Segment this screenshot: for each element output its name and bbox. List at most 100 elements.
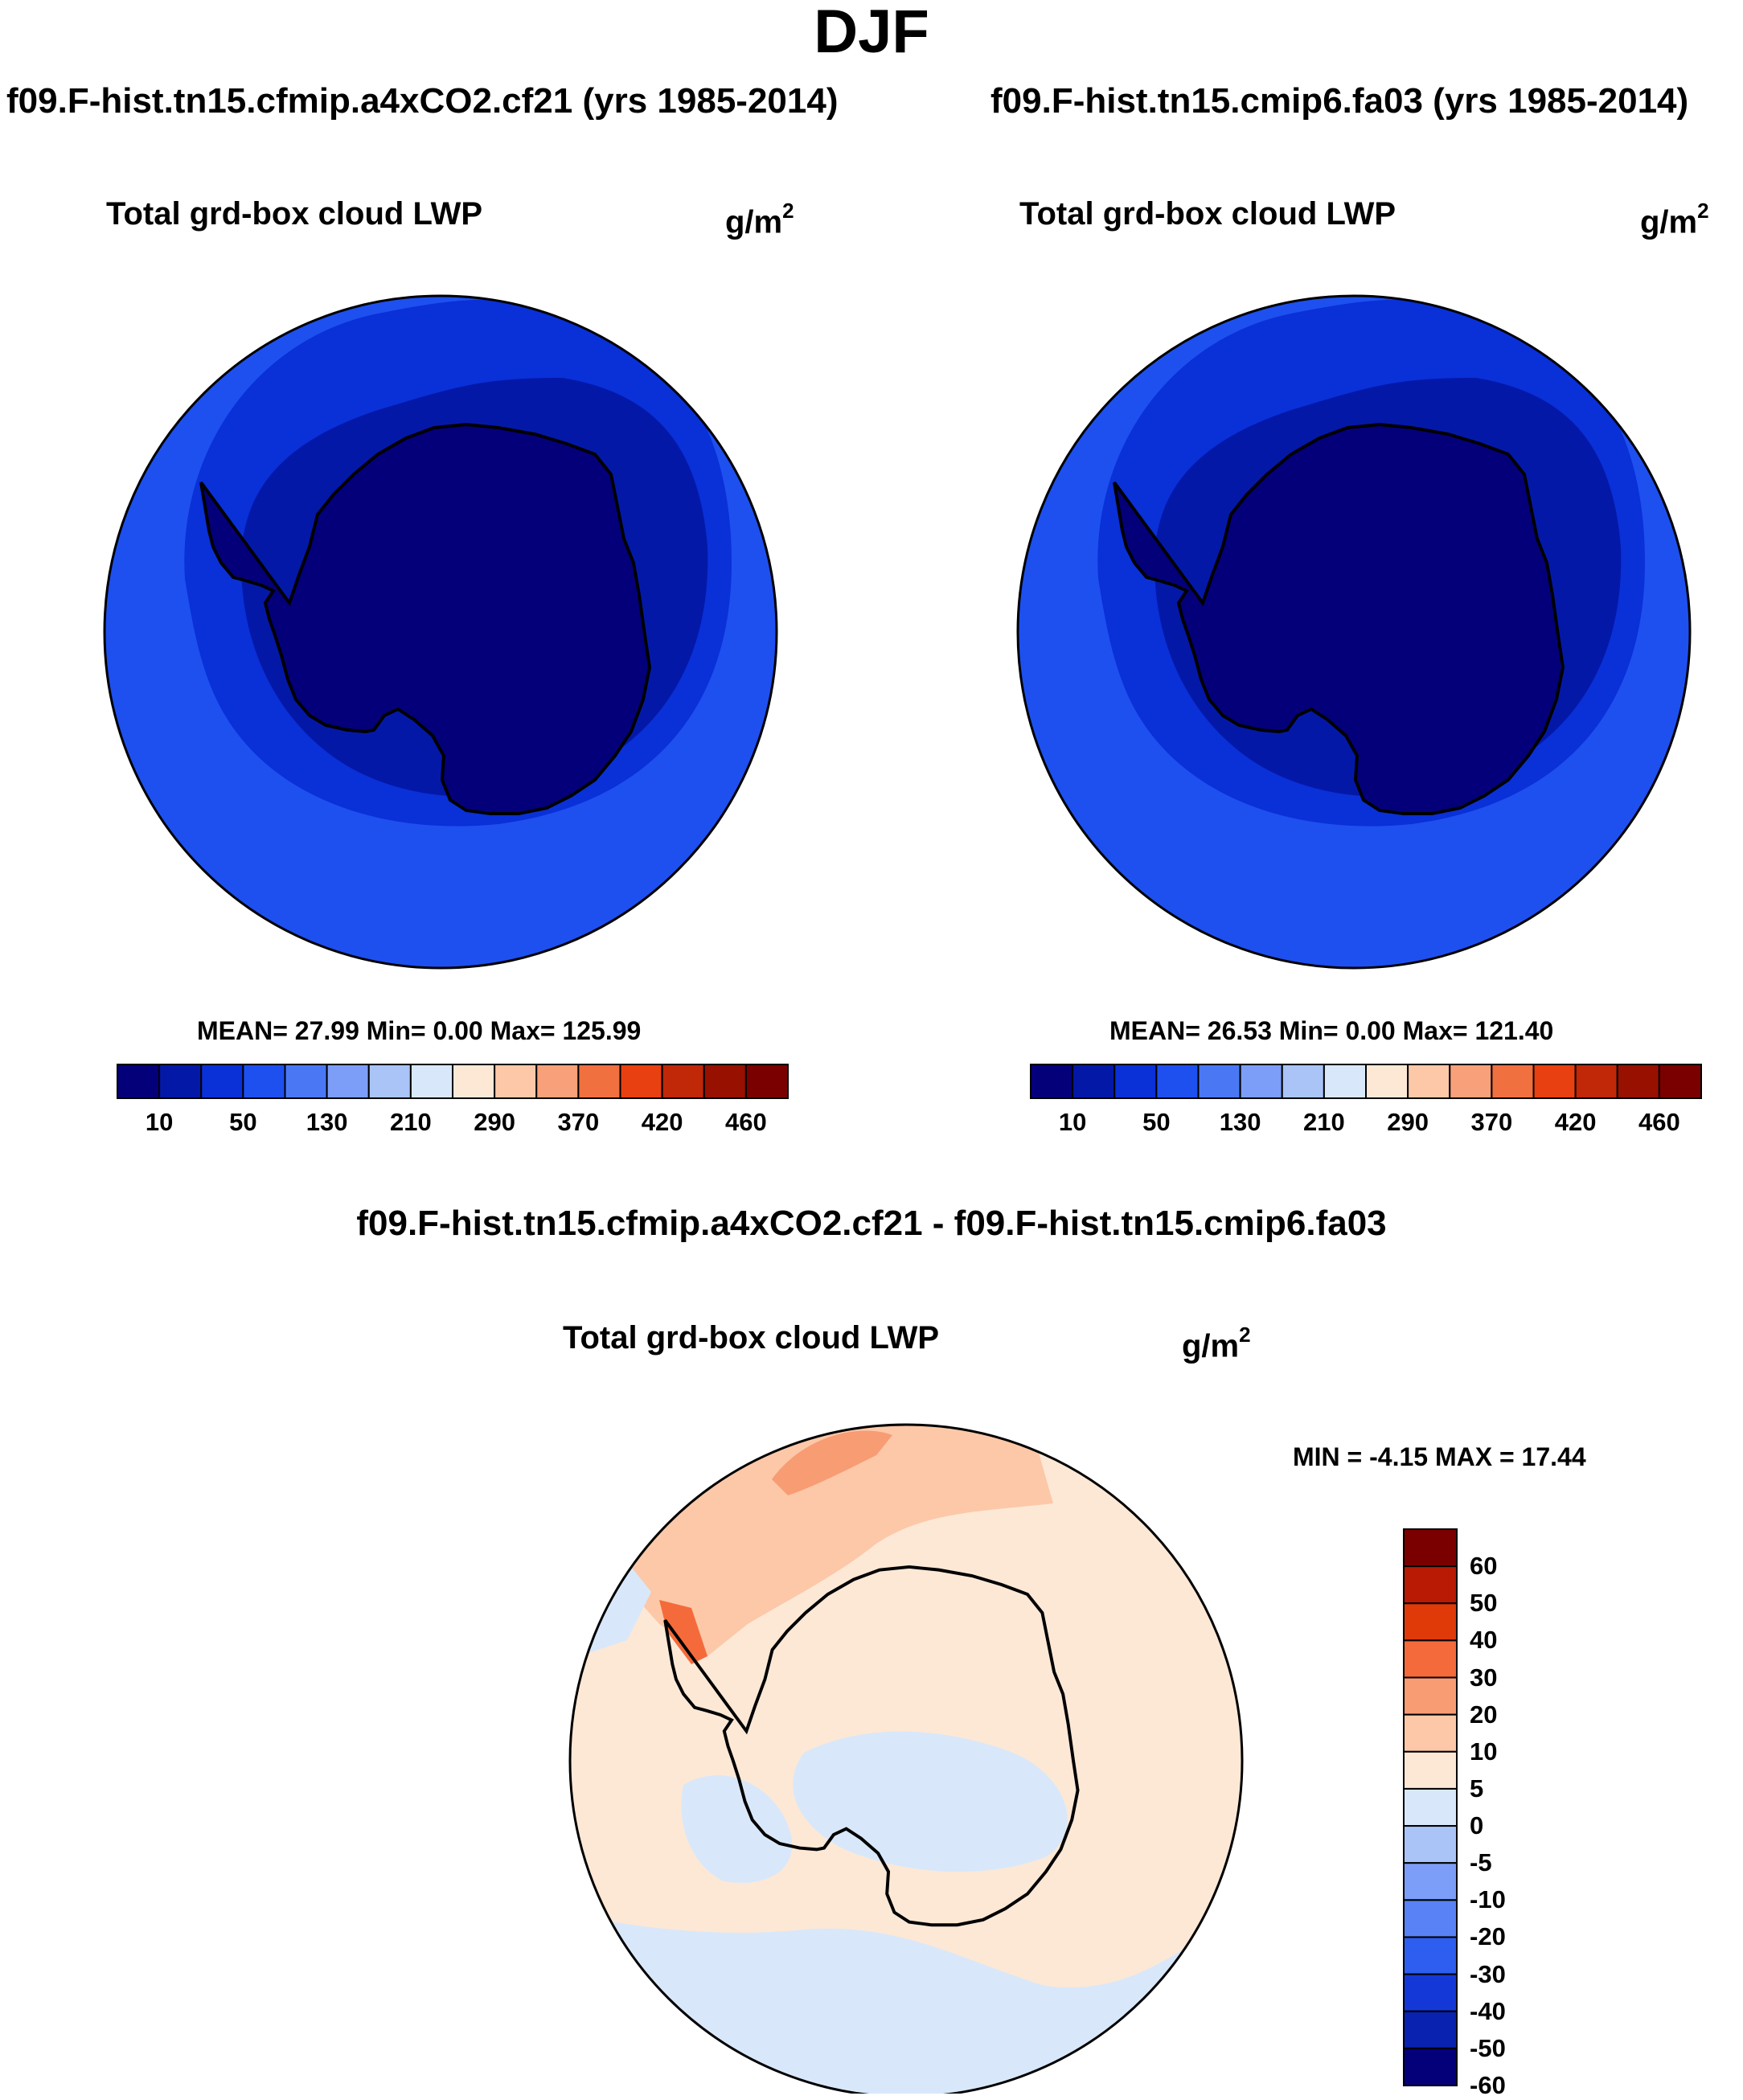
- right-map-border: [1016, 294, 1692, 970]
- diff-colorbar-swatch: [1403, 2010, 1458, 2049]
- diff-colorbar-swatch: [1403, 1676, 1458, 1716]
- right-colorbar-swatch: [1658, 1064, 1702, 1099]
- diff-units-base: g/m: [1182, 1328, 1240, 1364]
- left-colorbar-tick-label: 290: [474, 1108, 515, 1136]
- diff-colorbar-tick-label: -60: [1470, 2071, 1506, 2099]
- diff-map-border: [568, 1423, 1244, 2094]
- left-colorbar-swatch: [577, 1064, 621, 1099]
- right-colorbar-tick-label: 130: [1219, 1108, 1261, 1136]
- left-colorbar-tick-label: 10: [145, 1108, 174, 1136]
- diff-colorbar-tick-label: 50: [1470, 1589, 1498, 1618]
- diff-colorbar-tick-label: -50: [1470, 2033, 1506, 2062]
- left-map-border: [103, 294, 778, 970]
- right-case-title: f09.F-hist.tn15.cmip6.fa03 (yrs 1985-201…: [990, 81, 1689, 121]
- diff-colorbar: [1403, 1528, 1458, 2087]
- diff-colorbar-tick-label: -30: [1470, 1959, 1506, 1988]
- diff-colorbar-tick-label: 5: [1470, 1774, 1484, 1803]
- diff-variable-label: Total grd-box cloud LWP: [563, 1320, 940, 1356]
- diff-colorbar-swatch: [1403, 1639, 1458, 1679]
- right-colorbar-tick-label: 420: [1554, 1108, 1597, 1136]
- diff-colorbar-tick-label: -20: [1470, 1922, 1506, 1951]
- right-units-base: g/m: [1640, 204, 1698, 240]
- right-colorbar-swatch: [1574, 1064, 1618, 1099]
- left-map: [103, 294, 778, 970]
- left-colorbar: [117, 1064, 789, 1099]
- diff-map: [568, 1423, 1244, 2094]
- right-colorbar-swatch: [1407, 1064, 1451, 1099]
- diff-colorbar-swatch: [1403, 1713, 1458, 1753]
- left-colorbar-swatch: [284, 1064, 328, 1099]
- right-colorbar-swatch: [1239, 1064, 1283, 1099]
- difference-title: f09.F-hist.tn15.cfmip.a4xCO2.cf21 - f09.…: [356, 1204, 1387, 1243]
- right-colorbar-tick-label: 290: [1387, 1108, 1429, 1136]
- left-colorbar-tick-label: 210: [390, 1108, 432, 1136]
- diff-colorbar-swatch: [1403, 1528, 1458, 1568]
- right-colorbar-swatch: [1072, 1064, 1116, 1099]
- diff-map-neg-west-region: [681, 1775, 793, 1883]
- left-colorbar-swatch: [703, 1064, 747, 1099]
- left-colorbar-swatch: [619, 1064, 663, 1099]
- diff-colorbar-swatch: [1403, 1565, 1458, 1605]
- left-colorbar-swatch: [744, 1064, 789, 1099]
- diff-colorbar-tick-label: -5: [1470, 1848, 1492, 1877]
- left-stats: MEAN= 27.99 Min= 0.00 Max= 125.99: [197, 1016, 642, 1045]
- diff-colorbar-tick-label: 10: [1470, 1737, 1498, 1766]
- diff-colorbar-tick-label: 0: [1470, 1811, 1484, 1840]
- diff-colorbar-tick-label: 40: [1470, 1626, 1498, 1655]
- left-colorbar-swatch: [242, 1064, 286, 1099]
- left-colorbar-swatch: [452, 1064, 496, 1099]
- diff-colorbar-swatch: [1403, 1899, 1458, 1938]
- right-map: [1016, 294, 1692, 970]
- right-units-label: g/m2: [1640, 195, 1709, 241]
- left-colorbar-swatch: [409, 1064, 453, 1099]
- left-colorbar-swatch: [200, 1064, 244, 1099]
- right-colorbar-swatch: [1155, 1064, 1200, 1099]
- diff-colorbar-tick-label: 30: [1470, 1663, 1498, 1692]
- diff-map-pos30-region: [659, 1600, 707, 1664]
- left-colorbar-swatch: [367, 1064, 412, 1099]
- left-colorbar-swatch: [661, 1064, 705, 1099]
- left-colorbar-tick-label: 420: [641, 1108, 683, 1136]
- right-colorbar-swatch: [1030, 1064, 1074, 1099]
- left-case-title: f09.F-hist.tn15.cfmip.a4xCO2.cf21 (yrs 1…: [6, 81, 839, 121]
- diff-colorbar-swatch: [1403, 1862, 1458, 1901]
- diff-colorbar-swatch: [1403, 1787, 1458, 1827]
- left-units-exponent: 2: [782, 199, 794, 223]
- left-colorbar-swatch: [494, 1064, 538, 1099]
- diff-colorbar-swatch: [1403, 1973, 1458, 2012]
- left-colorbar-tick-label: 50: [229, 1108, 257, 1136]
- diff-units-label: g/m2: [1182, 1319, 1251, 1365]
- right-colorbar-tick-label: 10: [1058, 1108, 1087, 1136]
- right-colorbar-tick-label: 50: [1142, 1108, 1171, 1136]
- left-variable-label: Total grd-box cloud LWP: [106, 196, 483, 232]
- diff-colorbar-swatch: [1403, 1602, 1458, 1642]
- right-colorbar-swatch: [1365, 1064, 1409, 1099]
- right-colorbar-swatch: [1449, 1064, 1493, 1099]
- diff-colorbar-tick-label: 20: [1470, 1700, 1498, 1729]
- diff-colorbar-tick-label: -40: [1470, 1996, 1506, 2025]
- left-colorbar-swatch: [326, 1064, 370, 1099]
- right-colorbar-tick-label: 460: [1638, 1108, 1680, 1136]
- diff-colorbar-swatch: [1403, 1825, 1458, 1864]
- figure-title: DJF: [814, 0, 929, 66]
- diff-stats: MIN = -4.15 MAX = 17.44: [1293, 1442, 1586, 1471]
- diff-colorbar-swatch: [1403, 1750, 1458, 1790]
- diff-map-neg-interior-region: [793, 1731, 1068, 1872]
- right-colorbar-swatch: [1197, 1064, 1241, 1099]
- diff-map-pos20-region: [772, 1430, 892, 1495]
- right-colorbar-swatch: [1113, 1064, 1158, 1099]
- diff-colorbar-tick-label: -10: [1470, 1885, 1506, 1914]
- left-units-base: g/m: [725, 204, 783, 240]
- right-units-exponent: 2: [1697, 199, 1709, 223]
- left-units-label: g/m2: [725, 195, 794, 241]
- right-colorbar: [1030, 1064, 1702, 1099]
- right-colorbar-tick-label: 370: [1470, 1108, 1513, 1136]
- left-colorbar-swatch: [117, 1064, 161, 1099]
- right-colorbar-swatch: [1323, 1064, 1367, 1099]
- right-colorbar-tick-label: 210: [1303, 1108, 1345, 1136]
- left-colorbar-swatch: [158, 1064, 203, 1099]
- right-colorbar-swatch: [1281, 1064, 1325, 1099]
- left-colorbar-tick-label: 370: [557, 1108, 600, 1136]
- right-colorbar-swatch: [1491, 1064, 1535, 1099]
